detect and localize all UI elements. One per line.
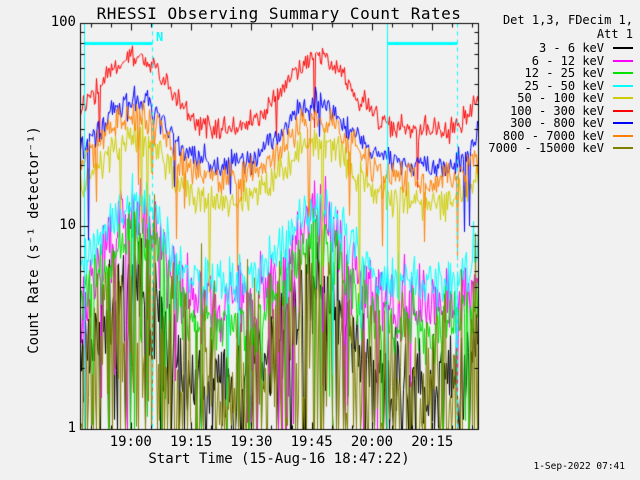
legend-entry-label: 6 - 12 keV (531, 53, 604, 68)
legend-entry: 50 - 100 keV (488, 92, 633, 105)
legend-color-line (613, 122, 633, 125)
x-tick-label: 20:15 (411, 434, 454, 450)
legend-entry: 3 - 6 keV (488, 42, 633, 55)
y-tick-label: 1 (67, 420, 76, 436)
legend-entries: 3 - 6 keV 6 - 12 keV 12 - 25 keV 25 - 50 ke… (488, 42, 633, 155)
x-axis-label: Start Time (15-Aug-16 18:47:22) (148, 451, 410, 467)
generation-timestamp: 1-Sep-2022 07:41 (533, 461, 625, 472)
chart-title: RHESSI Observing Summary Count Rates (96, 4, 462, 23)
y-tick-label: 100 (50, 14, 76, 30)
legend-color-line (613, 97, 633, 100)
legend-entry-label: 800 - 7000 keV (502, 128, 604, 143)
x-tick-label: 19:45 (290, 434, 333, 450)
x-tick-label: 19:00 (109, 434, 152, 450)
legend-entry: 6 - 12 keV (488, 53, 633, 68)
legend-entry-label: 25 - 50 keV (524, 78, 604, 93)
y-axis-label: Count Rate (s⁻¹ detector⁻¹) (26, 126, 42, 354)
y-tick-label: 10 (59, 217, 76, 233)
legend-color-line (613, 72, 633, 75)
legend-entry: 800 - 7000 keV (488, 128, 633, 143)
night-marker-label: N (156, 30, 164, 44)
legend-entry-label: 50 - 100 keV (517, 91, 604, 105)
x-tick-label: 19:30 (230, 434, 273, 450)
legend-color-line (613, 59, 633, 62)
legend-header-attenuator: Att 1 (596, 26, 633, 41)
legend-color-line (613, 147, 633, 150)
legend-header-detectors: Det 1,3, FDecim 1, (502, 13, 633, 27)
legend-entry-label: 12 - 25 keV (524, 66, 604, 80)
legend-entry-label: 7000 - 15000 keV (488, 141, 604, 155)
legend-color-line (613, 109, 633, 112)
legend-color-line (613, 84, 633, 87)
legend-color-line (613, 134, 633, 137)
legend-color-line (613, 47, 633, 50)
legend-entry-label: 300 - 800 keV (510, 116, 604, 130)
x-tick-label: 19:15 (170, 434, 213, 450)
x-tick-label: 20:00 (350, 434, 394, 450)
legend-entry: 300 - 800 keV (488, 117, 633, 130)
legend-entry-label: 100 - 300 keV (510, 103, 604, 118)
legend-entry-label: 3 - 6 keV (538, 41, 604, 55)
legend: Det 1,3, FDecim 1, Att 1 3 - 6 keV 6 - 12… (488, 13, 633, 155)
legend-entry: 100 - 300 keV (488, 103, 633, 118)
legend-entry: 25 - 50 keV (488, 78, 633, 93)
legend-entry: 12 - 25 keV (488, 67, 633, 80)
legend-entry: 7000 - 15000 keV (488, 142, 633, 155)
